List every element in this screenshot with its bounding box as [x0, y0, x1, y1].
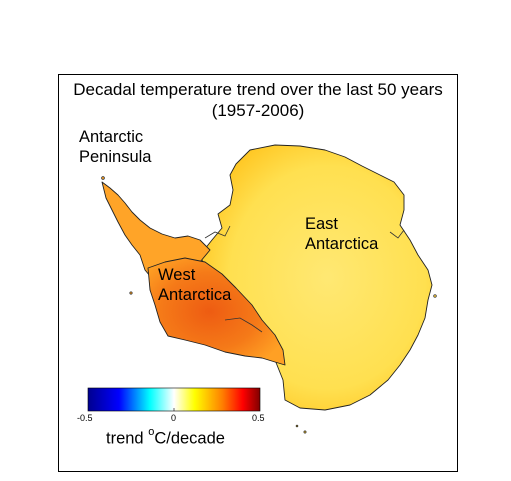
label-west-antarctica: West Antarctica — [158, 265, 231, 305]
colorbar-label: trend oC/decade — [106, 426, 225, 449]
island-marker — [101, 176, 105, 180]
ross-ice-shelf-line — [224, 317, 263, 333]
label-east-line1: East — [305, 215, 339, 233]
east-antarctica-region — [199, 144, 433, 411]
west-antarctica-region — [147, 257, 286, 366]
amery-ice-shelf-line — [389, 229, 405, 239]
ronne-ice-shelf-line — [204, 225, 231, 239]
label-east-line2: Antarctica — [305, 235, 379, 253]
antarctic-peninsula-region — [101, 181, 211, 283]
island-marker — [433, 294, 437, 298]
colorbar-tick-min: -0.5 — [77, 413, 93, 423]
island-marker — [303, 430, 307, 434]
label-west-line2: Antarctica — [158, 286, 232, 304]
label-east-antarctica: East Antarctica — [305, 214, 378, 254]
label-antarctic-peninsula: Antarctic Peninsula — [79, 127, 151, 167]
island-marker — [295, 424, 299, 428]
colorbar-label-prefix: trend — [106, 429, 149, 448]
colorbar-tick-zero: 0 — [171, 413, 177, 423]
colorbar-label-unit: C/decade — [154, 429, 225, 448]
label-peninsula-line1: Antarctic — [79, 128, 144, 146]
label-west-line1: West — [158, 266, 196, 284]
map-title-line1: Decadal temperature trend over the last … — [73, 80, 443, 99]
colorbar — [87, 387, 261, 412]
degree-superscript: o — [148, 426, 155, 438]
island-marker — [129, 291, 133, 295]
label-peninsula-line2: Peninsula — [79, 148, 152, 166]
map-title: Decadal temperature trend over the last … — [58, 79, 458, 121]
colorbar-tick-max: 0.5 — [252, 413, 265, 423]
map-title-line2: (1957-2006) — [211, 101, 305, 120]
